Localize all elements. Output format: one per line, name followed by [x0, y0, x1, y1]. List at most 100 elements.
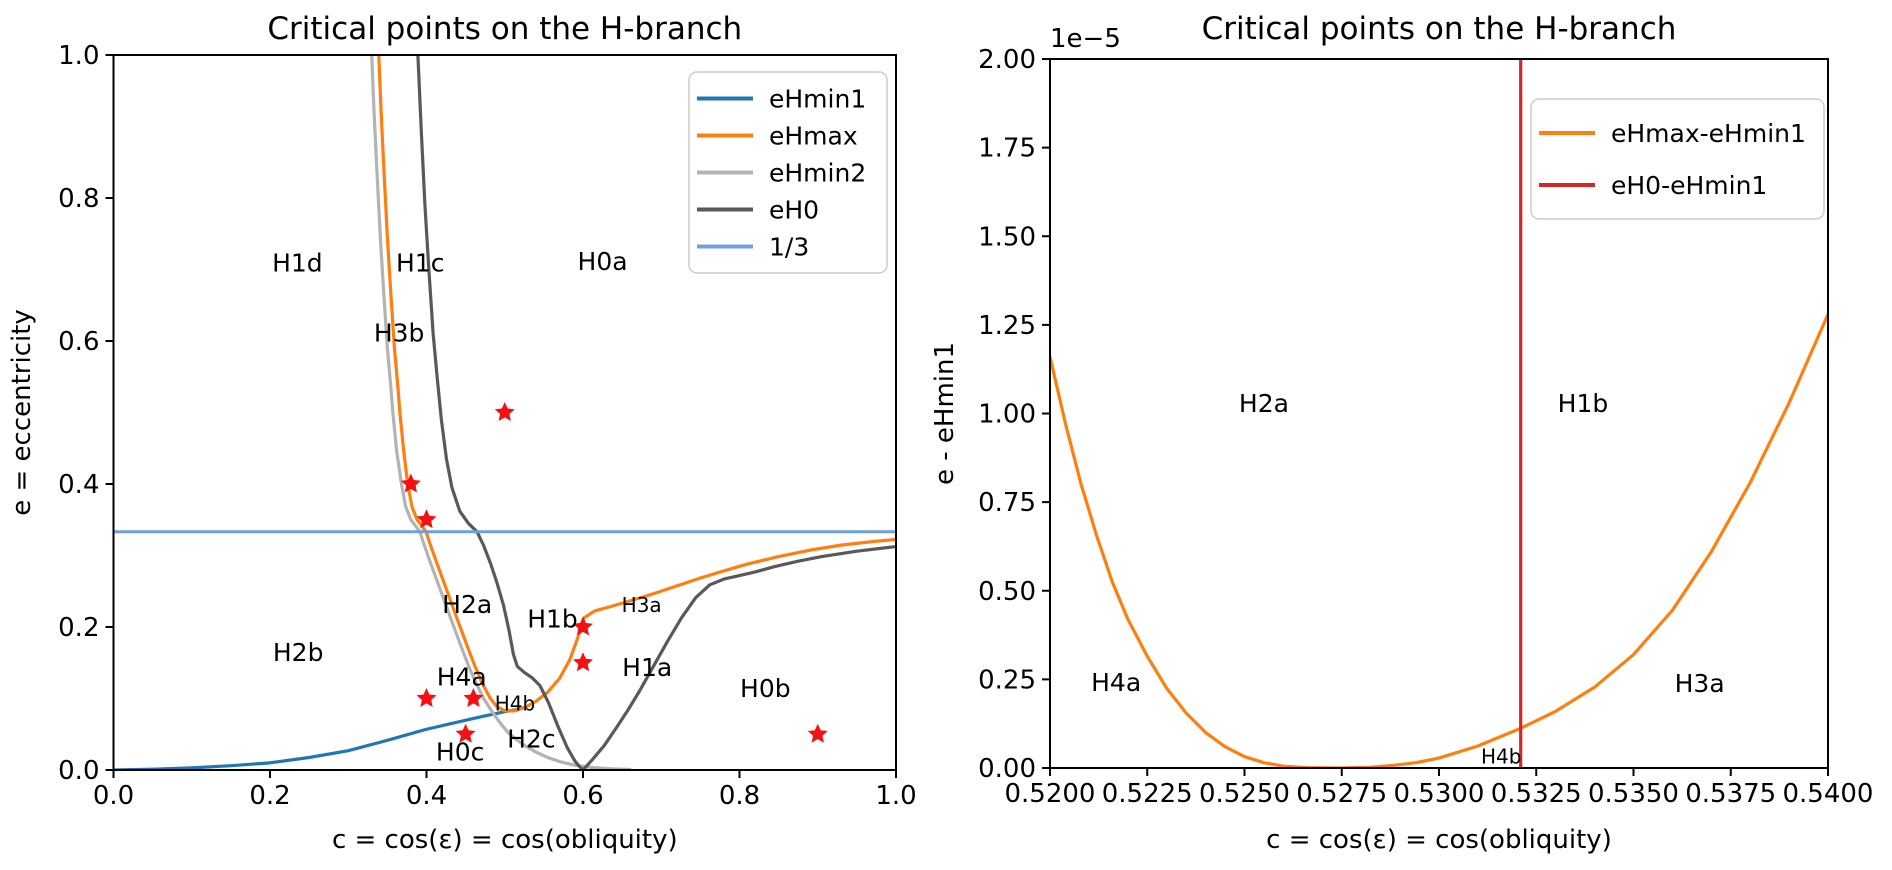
- legend-item-1/3: 1/3: [697, 233, 809, 262]
- star-marker: [416, 509, 437, 529]
- x-tick-label: 0.5400: [1783, 779, 1874, 809]
- left-y-axis-label: e = eccentricity: [7, 309, 37, 516]
- legend-box: [1530, 98, 1825, 220]
- right-chart: 0.5200 0.5225 0.5250 0.5275 0.5300 0.5325 0.53…: [978, 45, 1873, 809]
- star-marker: [807, 723, 828, 743]
- x-tick-label: 1.0: [875, 781, 916, 811]
- legend-item-eHmax: eHmax: [697, 122, 858, 151]
- y-tick-label: 0.8: [58, 184, 99, 214]
- star-marker: [416, 688, 437, 707]
- region-label-H4a: H4a: [1091, 668, 1141, 697]
- series-eH0: [416, 55, 896, 770]
- legend-label: 1/3: [769, 233, 809, 262]
- x-tick-label: 0.5250: [1199, 779, 1290, 809]
- y-tick-label: 1.25: [978, 311, 1036, 341]
- region-label-H1d: H1d: [272, 248, 323, 277]
- y-tick-label: 0.6: [58, 327, 99, 357]
- legend: eHmin1 eHmax eHmin2 eH0 1/3: [688, 71, 888, 274]
- legend-item-eHmax-eHmin1: eHmax-eHmin1: [1539, 119, 1806, 148]
- x-tick-label: 0.5375: [1685, 779, 1776, 809]
- region-label-H2b: H2b: [273, 638, 324, 667]
- series-eHmin1: [113, 705, 528, 770]
- y-tick-label: 0.4: [58, 470, 99, 500]
- left-x-axis-label: c = cos(ε) = cos(obliquity): [332, 825, 678, 855]
- right-y-axis-label: e - eHmin1: [930, 342, 960, 485]
- legend-item-eH0-eHmin1: eH0-eHmin1: [1539, 171, 1767, 200]
- legend-label: eHmin1: [769, 85, 866, 114]
- region-label-H0c: H0c: [436, 737, 484, 766]
- star-marker: [573, 616, 593, 636]
- region-label-H3a: H3a: [622, 593, 662, 617]
- right-y-axis-offset-text: 1e−5: [1050, 24, 1121, 54]
- y-tick-label: 1.00: [978, 400, 1036, 430]
- legend-label: eH0-eHmin1: [1611, 171, 1767, 200]
- plot-area: [113, 55, 896, 770]
- region-label-H2a: H2a: [1239, 389, 1289, 418]
- x-tick-label: 0.8: [719, 781, 760, 811]
- left-chart-title: Critical points on the H-branch: [267, 11, 742, 47]
- y-tick-label: 0.75: [978, 488, 1036, 518]
- x-tick-label: 0.5200: [1005, 779, 1096, 809]
- legend: eHmax-eHmin1 eH0-eHmin1: [1530, 98, 1825, 220]
- series-eHmax-eHmin1: [1050, 312, 1828, 768]
- axes-spines: [1049, 58, 1829, 769]
- x-tick-label: 0.6: [562, 781, 603, 811]
- region-label-H1b: H1b: [1558, 389, 1609, 418]
- right-x-axis-label: c = cos(ε) = cos(obliquity): [1266, 825, 1612, 855]
- legend-label: eH0: [769, 196, 819, 225]
- region-label-H0b: H0b: [740, 674, 791, 703]
- star-marker: [400, 473, 421, 493]
- ticks: 0.0 0.2 0.4 0.6 0.8 1.0 0.0 0.2 0.4 0.6 0.8 1.0: [58, 41, 917, 811]
- x-tick-label: 0.5325: [1491, 779, 1582, 809]
- star-marker: [455, 723, 476, 743]
- star-marker: [494, 402, 515, 421]
- y-tick-label: 0.2: [58, 613, 99, 643]
- y-tick-label: 1.50: [978, 222, 1036, 252]
- region-label-H3b: H3b: [374, 318, 425, 347]
- x-tick-label: 0.0: [93, 781, 134, 811]
- series-eHmin2: [370, 55, 632, 770]
- star-marker: [573, 652, 593, 672]
- legend-item-eH0: eH0: [697, 196, 819, 225]
- x-tick-label: 0.5350: [1588, 779, 1679, 809]
- legend-item-eHmin1: eHmin1: [697, 85, 866, 114]
- region-label-H4b: H4b: [495, 692, 535, 716]
- star-marker: [463, 688, 484, 707]
- legend-label: eHmax-eHmin1: [1611, 119, 1806, 148]
- region-label-H2c: H2c: [507, 725, 555, 754]
- region-label-H1c: H1c: [396, 248, 444, 277]
- x-tick-label: 0.5225: [1102, 779, 1193, 809]
- y-tick-label: 1.0: [58, 41, 99, 71]
- series-eHmax: [377, 55, 896, 713]
- region-label-H4a: H4a: [437, 662, 487, 691]
- region-label-H4b: H4b: [1481, 745, 1521, 769]
- axes-spines: [112, 54, 897, 771]
- y-tick-label: 0.25: [978, 665, 1036, 695]
- legend-box: [688, 71, 888, 274]
- y-tick-label: 0.00: [978, 754, 1036, 784]
- x-tick-label: 0.2: [249, 781, 290, 811]
- region-label-H1a: H1a: [622, 653, 672, 682]
- region-label-H0a: H0a: [578, 247, 628, 276]
- y-tick-label: 1.75: [978, 134, 1036, 164]
- y-tick-label: 0.50: [978, 577, 1036, 607]
- x-tick-label: 0.4: [406, 781, 447, 811]
- region-label-H1b: H1b: [527, 604, 578, 633]
- legend-label: eHmax: [769, 122, 858, 151]
- region-labels: H2a H1b H4a H3a H4b: [1091, 389, 1725, 769]
- legend-label: eHmin2: [769, 159, 866, 188]
- right-chart-title: Critical points on the H-branch: [1202, 11, 1677, 47]
- x-tick-label: 0.5275: [1296, 779, 1387, 809]
- region-label-H2a: H2a: [442, 590, 492, 619]
- x-tick-label: 0.5300: [1394, 779, 1485, 809]
- scatter-critical-points: [400, 402, 828, 743]
- y-tick-label: 0.0: [58, 756, 99, 786]
- legend-item-eHmin2: eHmin2: [697, 159, 866, 188]
- y-tick-label: 2.00: [978, 45, 1036, 75]
- region-labels: H1d H1c H0a H3b H2a H1b H3a H1a H2b H4a H4b H2c H0c H…: [272, 247, 791, 766]
- region-label-H3a: H3a: [1675, 669, 1725, 698]
- ticks: 0.5200 0.5225 0.5250 0.5275 0.5300 0.5325 0.53…: [978, 45, 1873, 809]
